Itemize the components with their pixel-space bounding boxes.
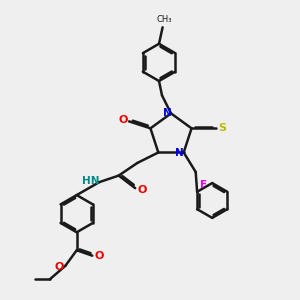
- Text: CH₃: CH₃: [156, 15, 172, 24]
- Text: O: O: [94, 251, 104, 261]
- Text: O: O: [54, 262, 63, 272]
- Text: N: N: [163, 108, 172, 118]
- Text: HN: HN: [82, 176, 100, 186]
- Text: S: S: [218, 123, 226, 133]
- Text: O: O: [119, 115, 128, 125]
- Text: F: F: [200, 180, 207, 190]
- Text: N: N: [176, 148, 184, 158]
- Text: O: O: [137, 185, 146, 195]
